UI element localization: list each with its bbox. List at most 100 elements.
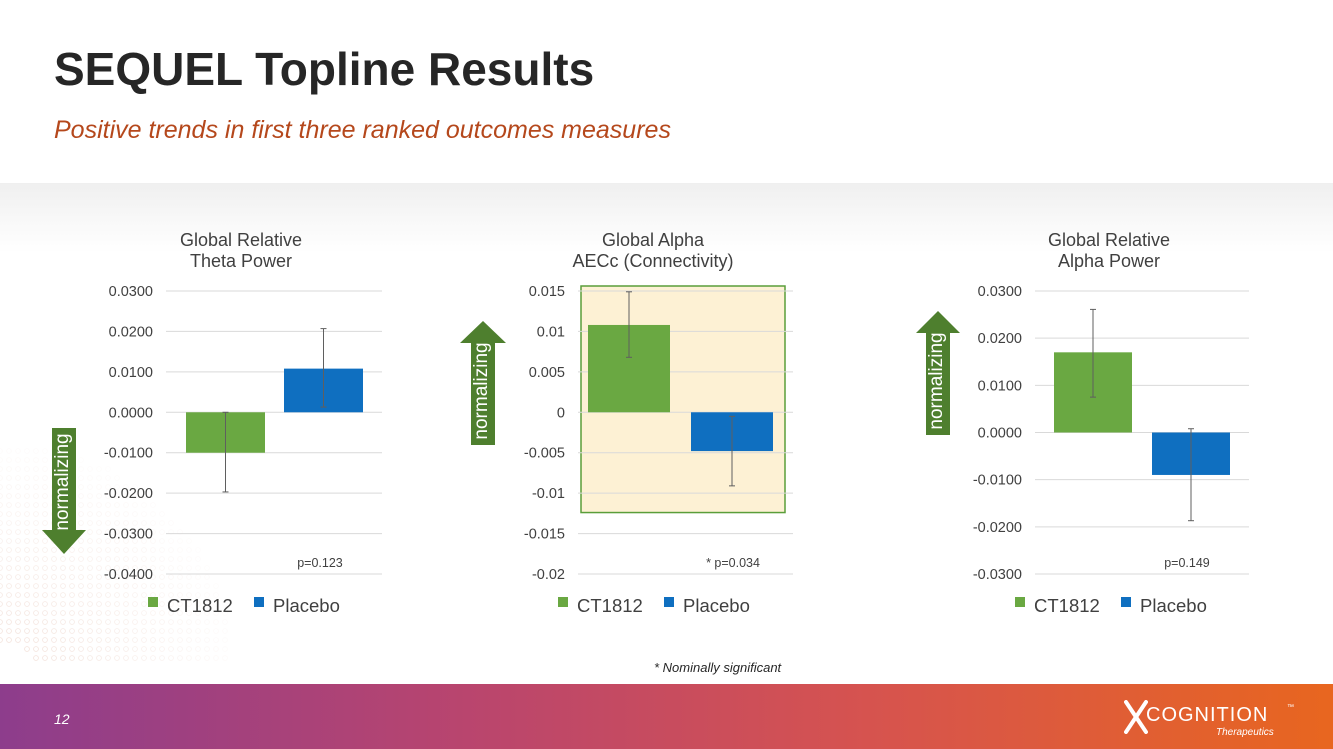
decorative-dot <box>6 565 12 571</box>
decorative-dot <box>123 565 129 571</box>
decorative-dot <box>132 637 138 643</box>
decorative-dot <box>123 574 129 580</box>
decorative-dot <box>96 619 102 625</box>
decorative-dot <box>123 520 129 526</box>
decorative-dot <box>114 511 120 517</box>
decorative-dot <box>15 583 21 589</box>
decorative-dot <box>177 556 183 562</box>
decorative-dot <box>123 592 129 598</box>
decorative-dot <box>204 628 210 634</box>
decorative-dot <box>24 457 30 463</box>
decorative-dot <box>6 583 12 589</box>
arrow-up-icon <box>916 311 960 435</box>
decorative-dot <box>51 655 57 661</box>
decorative-dot <box>0 601 3 607</box>
decorative-dot <box>150 547 156 553</box>
decorative-dot <box>42 493 48 499</box>
decorative-dot <box>132 502 138 508</box>
legend-label-placebo: Placebo <box>1140 595 1207 616</box>
logo-name: COGNITION <box>1146 704 1269 726</box>
decorative-dot <box>24 565 30 571</box>
decorative-dot <box>132 601 138 607</box>
decorative-dot <box>33 610 39 616</box>
decorative-dot <box>204 583 210 589</box>
decorative-dot <box>159 583 165 589</box>
decorative-dot <box>15 466 21 472</box>
decorative-dot <box>96 583 102 589</box>
decorative-dot <box>159 637 165 643</box>
decorative-dot <box>6 619 12 625</box>
decorative-dot <box>42 538 48 544</box>
decorative-dot <box>60 628 66 634</box>
decorative-dot <box>186 619 192 625</box>
decorative-dot <box>6 493 12 499</box>
decorative-dot <box>168 601 174 607</box>
decorative-dot <box>213 592 219 598</box>
decorative-dot <box>69 646 75 652</box>
decorative-dot <box>195 610 201 616</box>
decorative-dot <box>78 547 84 553</box>
decorative-dot <box>42 619 48 625</box>
decorative-dot <box>105 565 111 571</box>
y-tick-label: -0.0300 <box>973 567 1022 583</box>
decorative-dot <box>132 493 138 499</box>
decorative-dot <box>123 610 129 616</box>
decorative-dot <box>87 484 93 490</box>
decorative-dot <box>69 565 75 571</box>
decorative-dot <box>159 655 165 661</box>
decorative-dot <box>60 574 66 580</box>
legend-label-placebo: Placebo <box>683 595 750 616</box>
decorative-dot <box>132 547 138 553</box>
decorative-dot <box>105 529 111 535</box>
decorative-dot <box>87 619 93 625</box>
decorative-dot <box>6 574 12 580</box>
decorative-dot <box>132 511 138 517</box>
decorative-dot <box>87 565 93 571</box>
decorative-dot <box>213 583 219 589</box>
decorative-dot <box>150 619 156 625</box>
decorative-dot <box>114 601 120 607</box>
decorative-dot <box>0 565 3 571</box>
arrow-label: normalizing <box>926 332 947 430</box>
decorative-dot <box>42 565 48 571</box>
decorative-dot <box>195 628 201 634</box>
decorative-dot <box>15 547 21 553</box>
decorative-dot <box>69 547 75 553</box>
decorative-dot <box>132 556 138 562</box>
decorative-dot <box>87 592 93 598</box>
decorative-dot <box>132 520 138 526</box>
decorative-dot <box>123 637 129 643</box>
decorative-dot <box>0 466 3 472</box>
decorative-dot <box>15 484 21 490</box>
decorative-dot <box>6 538 12 544</box>
decorative-dot <box>0 538 3 544</box>
decorative-dot <box>141 646 147 652</box>
decorative-dot <box>69 619 75 625</box>
decorative-dot <box>168 565 174 571</box>
decorative-dot <box>78 646 84 652</box>
decorative-dot <box>24 574 30 580</box>
decorative-dot <box>87 529 93 535</box>
decorative-dot <box>33 484 39 490</box>
legend-swatch-placebo <box>1121 597 1131 607</box>
decorative-dot <box>42 457 48 463</box>
decorative-dot <box>24 646 30 652</box>
decorative-dot <box>78 574 84 580</box>
decorative-dot <box>132 646 138 652</box>
decorative-dot <box>96 592 102 598</box>
decorative-dot <box>51 610 57 616</box>
decorative-dot <box>159 520 165 526</box>
decorative-dot <box>15 502 21 508</box>
y-tick-label: -0.0300 <box>104 527 153 543</box>
decorative-dot <box>123 484 129 490</box>
decorative-dot <box>87 610 93 616</box>
decorative-dot <box>204 655 210 661</box>
decorative-dot <box>51 574 57 580</box>
decorative-dot <box>51 565 57 571</box>
arrow-up-icon <box>460 321 506 445</box>
decorative-dot <box>213 646 219 652</box>
decorative-dot <box>42 484 48 490</box>
decorative-dot <box>150 637 156 643</box>
decorative-dot <box>42 583 48 589</box>
